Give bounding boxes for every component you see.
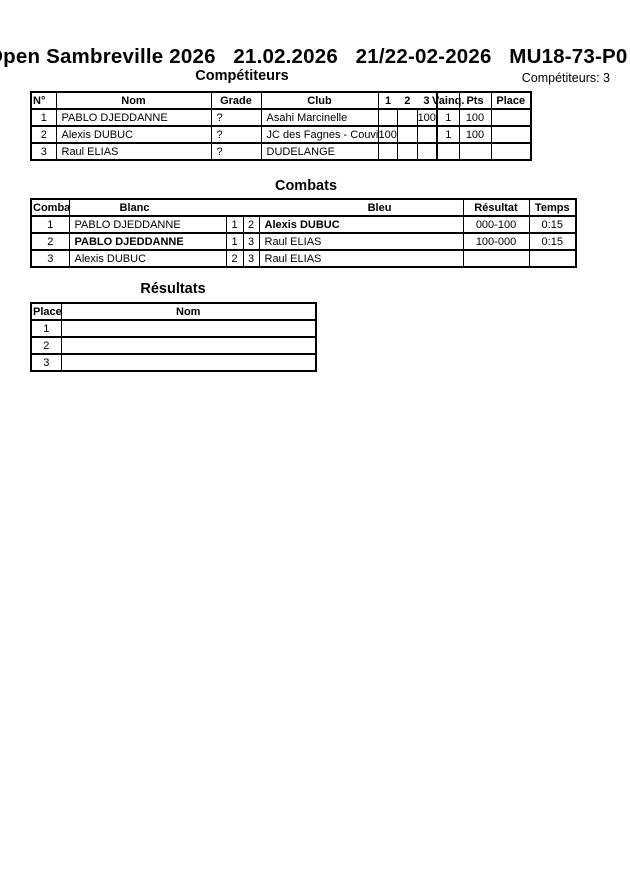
col-header-rounds: 1 2 3 [377,91,438,110]
result-place: 2 [30,336,62,355]
competitor-club: DUDELANGE [260,142,379,161]
combat-result [462,249,530,268]
round1-score [377,108,398,127]
results-table: Place Nom 1 2 3 [30,302,317,372]
combats-section-title: Combats [274,178,338,194]
result-row: 2 [30,336,317,355]
round3-score [416,142,438,161]
blue-competitor-num: 3 [242,232,260,251]
competitor-grade: ? [210,108,262,127]
competitor-row: 2 Alexis DUBUC ? JC des Fagnes - Couvin … [30,125,532,144]
col-header-round1: 1 [385,94,392,107]
blue-competitor-num: 2 [242,215,260,234]
round2-score [396,108,418,127]
result-name [60,353,317,372]
competitor-num: 3 [30,142,57,161]
competitor-row: 3 Raul ELIAS ? DUDELANGE [30,142,532,161]
combat-num: 3 [30,249,70,268]
competitor-num: 2 [30,125,57,144]
result-row: 1 [30,319,317,338]
blue-competitor-num: 3 [242,249,260,268]
combat-time: 0:15 [528,215,577,234]
pts-value: 100 [458,125,492,144]
competitors-count: Compétiteurs: 3 [521,71,610,85]
results-section-title: Résultats [140,281,206,297]
pts-value [458,142,492,161]
wins-value: 1 [436,125,460,144]
combat-time [528,249,577,268]
col-header-wins: Vainq. [432,91,464,110]
competitor-num: 1 [30,108,57,127]
col-header-pts: Pts [458,91,492,110]
combat-result: 100-000 [462,232,530,251]
col-header-place: Place [30,302,62,321]
result-name [60,336,317,355]
col-header-bleu: Bleu [367,201,392,214]
competitor-name: Raul ELIAS [55,142,212,161]
result-row: 3 [30,353,317,372]
white-competitor: PABLO DJEDDANNE [68,215,227,234]
competitors-table: N° Nom Grade Club 1 2 3 Vainq. Pts Place… [30,91,532,161]
white-competitor-num: 1 [225,232,244,251]
competitors-header-row: N° Nom Grade Club 1 2 3 Vainq. Pts Place [30,91,532,110]
blue-competitor: Alexis DUBUC [258,215,464,234]
place-value [490,108,532,127]
competitor-club: Asahi Marcinelle [260,108,379,127]
col-header-club: Club [260,91,379,110]
result-place: 3 [30,353,62,372]
white-competitor-num: 2 [225,249,244,268]
col-header-round3: 3 [423,94,430,107]
round3-score: 100 [416,108,438,127]
white-competitor: Alexis DUBUC [68,249,227,268]
blue-competitor: Raul ELIAS [258,249,464,268]
col-header-combat: Combat [30,198,70,217]
blue-competitor: Raul ELIAS [258,232,464,251]
round1-score: 100 [377,125,398,144]
col-header-round2: 2 [404,94,411,107]
combat-row: 1 PABLO DJEDDANNE 1 2 Alexis DUBUC 000-1… [30,215,577,234]
combats-header-row: Combat Blanc Bleu Résultat Temps [30,198,577,217]
round2-score [396,142,418,161]
competitor-name: PABLO DJEDDANNE [55,108,212,127]
combat-num: 1 [30,215,70,234]
col-header-result: Résultat [462,198,530,217]
col-header-name: Nom [55,91,212,110]
col-header-time: Temps [528,198,577,217]
col-header-blanc: Blanc [119,201,150,214]
competitors-section-title: Compétiteurs [195,68,289,84]
wins-value: 1 [436,108,460,127]
white-competitor-num: 1 [225,215,244,234]
competitor-club: JC des Fagnes - Couvin [260,125,379,144]
wins-value [436,142,460,161]
competitor-name: Alexis DUBUC [55,125,212,144]
white-competitor: PABLO DJEDDANNE [68,232,227,251]
combats-table: Combat Blanc Bleu Résultat Temps 1 PABLO… [30,198,577,268]
result-place: 1 [30,319,62,338]
competitor-row: 1 PABLO DJEDDANNE ? Asahi Marcinelle 100… [30,108,532,127]
combat-num: 2 [30,232,70,251]
result-name [60,319,317,338]
competitor-grade: ? [210,125,262,144]
round3-score [416,125,438,144]
round2-score [396,125,418,144]
competitor-grade: ? [210,142,262,161]
col-header-num: N° [30,91,57,110]
results-header-row: Place Nom [30,302,317,321]
pts-value: 100 [458,108,492,127]
place-value [490,125,532,144]
col-header-grade: Grade [210,91,262,110]
col-header-blanc-bleu: Blanc Bleu [68,198,464,217]
place-value [490,142,532,161]
col-header-place: Place [490,91,532,110]
combat-result: 000-100 [462,215,530,234]
combat-row: 2 PABLO DJEDDANNE 1 3 Raul ELIAS 100-000… [30,232,577,251]
combat-row: 3 Alexis DUBUC 2 3 Raul ELIAS [30,249,577,268]
round1-score [377,142,398,161]
page-title: Open Sambreville 2026 21.02.2026 21/22-0… [0,45,628,68]
col-header-name: Nom [60,302,317,321]
combat-time: 0:15 [528,232,577,251]
